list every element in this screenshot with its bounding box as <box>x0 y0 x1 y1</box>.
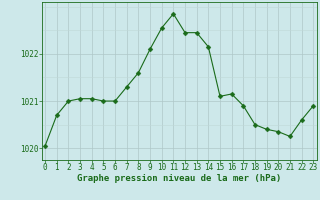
X-axis label: Graphe pression niveau de la mer (hPa): Graphe pression niveau de la mer (hPa) <box>77 174 281 183</box>
